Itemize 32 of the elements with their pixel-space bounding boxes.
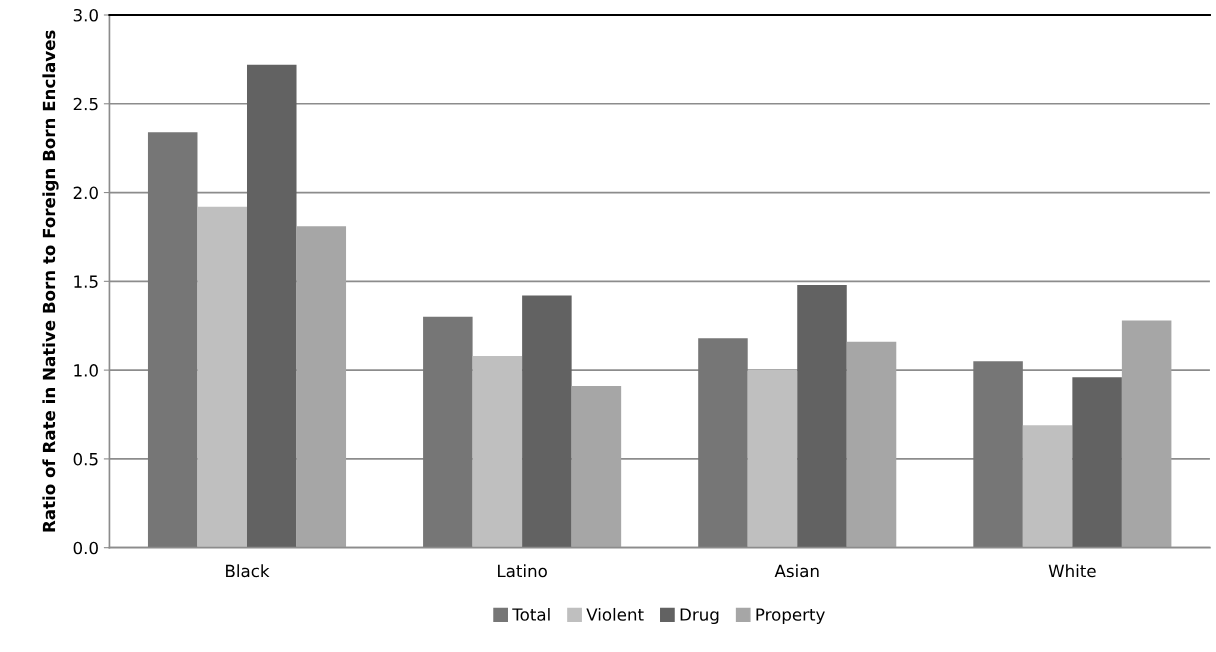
y-tick-label: 2.5 — [73, 97, 98, 111]
bar — [423, 316, 473, 548]
bar — [1022, 425, 1073, 548]
legend-label: Drug — [680, 608, 719, 625]
y-tick-label: 1.5 — [74, 275, 98, 288]
y-axis-title: Ratio of Rate in Native Born to Foreign Born Enclaves — [42, 30, 59, 532]
bar — [296, 226, 347, 548]
legend-label: Total — [512, 607, 550, 621]
bar — [1121, 320, 1172, 548]
bar — [522, 295, 572, 548]
y-tick-label: 0.5 — [73, 452, 98, 466]
x-tick-label: Latino — [498, 564, 547, 578]
bar — [698, 338, 748, 548]
bar — [571, 386, 622, 548]
bar — [797, 284, 847, 548]
bar — [147, 132, 198, 548]
x-tick-label: White — [1048, 564, 1096, 578]
bar — [197, 206, 247, 548]
bar — [846, 341, 897, 548]
y-tick-label: 0.0 — [73, 541, 98, 555]
x-tick-label: Asian — [774, 564, 819, 578]
bar — [973, 361, 1023, 548]
x-tick-label: Black — [226, 564, 270, 578]
y-tick-label: 3.0 — [73, 8, 98, 22]
bar — [472, 355, 523, 548]
legend-label: Property — [756, 608, 825, 625]
bar — [247, 64, 297, 548]
y-tick-label: 2.0 — [73, 186, 98, 200]
bar — [1072, 377, 1122, 548]
legend-label: Violent — [586, 607, 644, 621]
y-tick-label: 1.0 — [74, 364, 98, 377]
bar — [747, 370, 798, 548]
